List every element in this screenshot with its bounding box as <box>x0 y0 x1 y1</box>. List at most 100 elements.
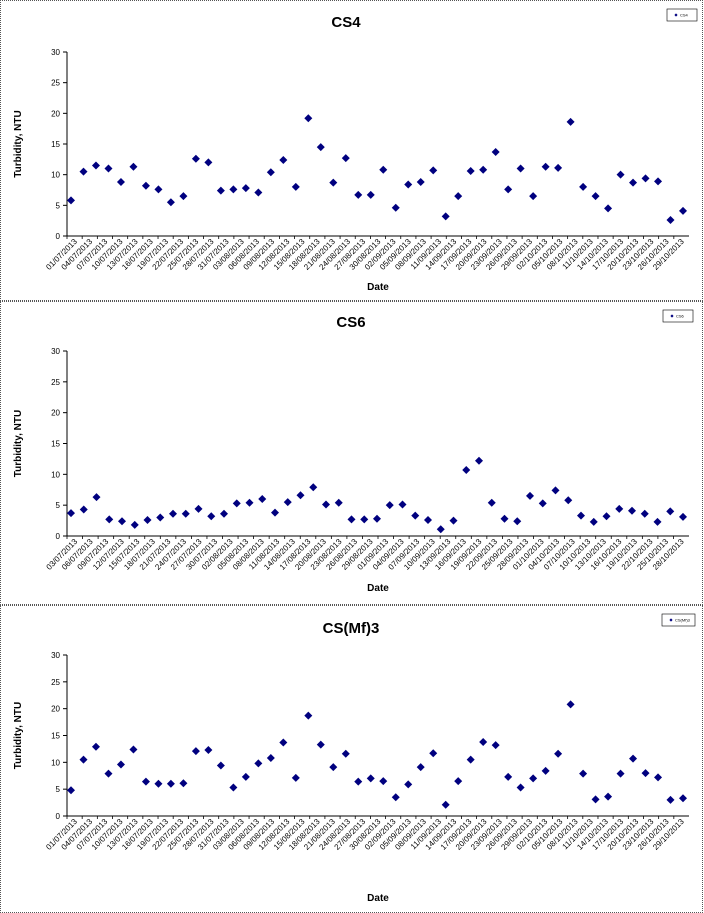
data-point <box>254 188 263 197</box>
data-point <box>279 155 288 164</box>
data-point <box>207 512 216 521</box>
data-point <box>322 500 330 509</box>
data-point <box>130 520 139 529</box>
data-point <box>504 185 513 194</box>
data-point <box>316 740 325 749</box>
data-point <box>529 192 538 201</box>
data-point <box>316 143 325 152</box>
data-point <box>541 162 550 171</box>
data-point <box>466 755 475 764</box>
data-point <box>309 483 318 492</box>
data-point <box>92 493 101 502</box>
data-point <box>591 192 600 201</box>
chart-title: CS(Mf)3 <box>323 620 380 637</box>
data-point <box>666 216 675 225</box>
data-point <box>449 516 458 525</box>
data-point <box>429 166 438 175</box>
data-point <box>116 760 125 769</box>
y-tick-label: 15 <box>51 140 60 149</box>
y-tick-label: 20 <box>51 409 60 418</box>
data-point <box>640 509 649 518</box>
data-point <box>479 165 488 174</box>
data-point <box>105 515 114 524</box>
y-tick-label: 5 <box>56 201 61 210</box>
data-point <box>291 773 300 782</box>
data-point <box>169 509 177 518</box>
legend: CS4 <box>666 8 698 22</box>
data-point <box>91 161 100 170</box>
data-point <box>554 749 563 758</box>
data-point <box>541 766 550 775</box>
y-tick-label: 25 <box>51 378 60 387</box>
data-point <box>91 742 100 751</box>
y-tick-label: 30 <box>51 651 60 660</box>
y-tick-label: 20 <box>51 109 60 118</box>
data-point <box>141 181 150 190</box>
data-point <box>118 517 126 526</box>
data-point <box>411 511 420 520</box>
data-point <box>666 795 675 804</box>
data-point <box>602 512 611 521</box>
data-point <box>616 769 625 778</box>
data-point <box>391 793 400 802</box>
data-point <box>291 182 300 191</box>
data-point <box>129 162 138 171</box>
data-point <box>79 167 88 176</box>
legend-marker <box>674 13 678 17</box>
legend-label: CS(Mf)3 <box>675 617 691 622</box>
data-point <box>141 777 150 786</box>
data-point <box>616 170 625 179</box>
data-point <box>329 763 338 772</box>
data-point <box>462 466 471 475</box>
data-point <box>241 772 250 781</box>
data-point <box>629 754 638 763</box>
data-point <box>191 154 200 163</box>
data-point <box>529 774 538 783</box>
data-point <box>504 772 513 781</box>
data-point <box>245 498 254 507</box>
data-point <box>254 759 263 768</box>
data-point <box>220 509 228 518</box>
data-point <box>385 501 394 510</box>
data-point <box>154 779 163 788</box>
y-tick-label: 5 <box>56 501 61 510</box>
data-point <box>491 741 500 750</box>
data-point <box>354 777 363 786</box>
data-point <box>67 509 75 518</box>
data-point <box>579 182 588 191</box>
data-point <box>341 154 350 163</box>
data-point <box>116 178 125 187</box>
data-point <box>179 192 188 201</box>
data-point <box>441 212 450 221</box>
chart-panel-csmf3: CS(Mf)3 CS(Mf)3 0 5 10 15 20 25 30 Turbidity, NTU… <box>0 605 703 913</box>
legend: CS(Mf)3 <box>661 613 696 627</box>
data-point <box>204 745 213 754</box>
data-point <box>366 774 375 783</box>
data-point <box>398 500 407 509</box>
y-axis-label: Turbidity, NTU <box>13 410 24 477</box>
data-point <box>441 800 450 809</box>
data-point <box>67 786 75 795</box>
data-point <box>154 185 163 194</box>
data-point <box>629 178 638 187</box>
data-point <box>379 165 388 174</box>
data-point <box>579 769 588 778</box>
chart-title: CS6 <box>336 314 365 331</box>
data-point <box>258 495 267 503</box>
data-point <box>347 515 356 524</box>
data-point <box>266 168 275 177</box>
data-point <box>143 515 152 524</box>
data-point <box>513 517 522 526</box>
data-point <box>366 190 375 199</box>
y-tick-label: 5 <box>56 785 61 794</box>
data-point <box>526 491 534 500</box>
data-point <box>341 749 350 758</box>
data-point <box>487 498 496 507</box>
data-point <box>589 517 598 526</box>
legend-label: CS6 <box>676 313 685 318</box>
data-point <box>216 186 225 195</box>
data-point <box>204 158 213 167</box>
data-point <box>404 180 413 189</box>
data-point <box>404 780 413 789</box>
data-point <box>566 117 575 126</box>
